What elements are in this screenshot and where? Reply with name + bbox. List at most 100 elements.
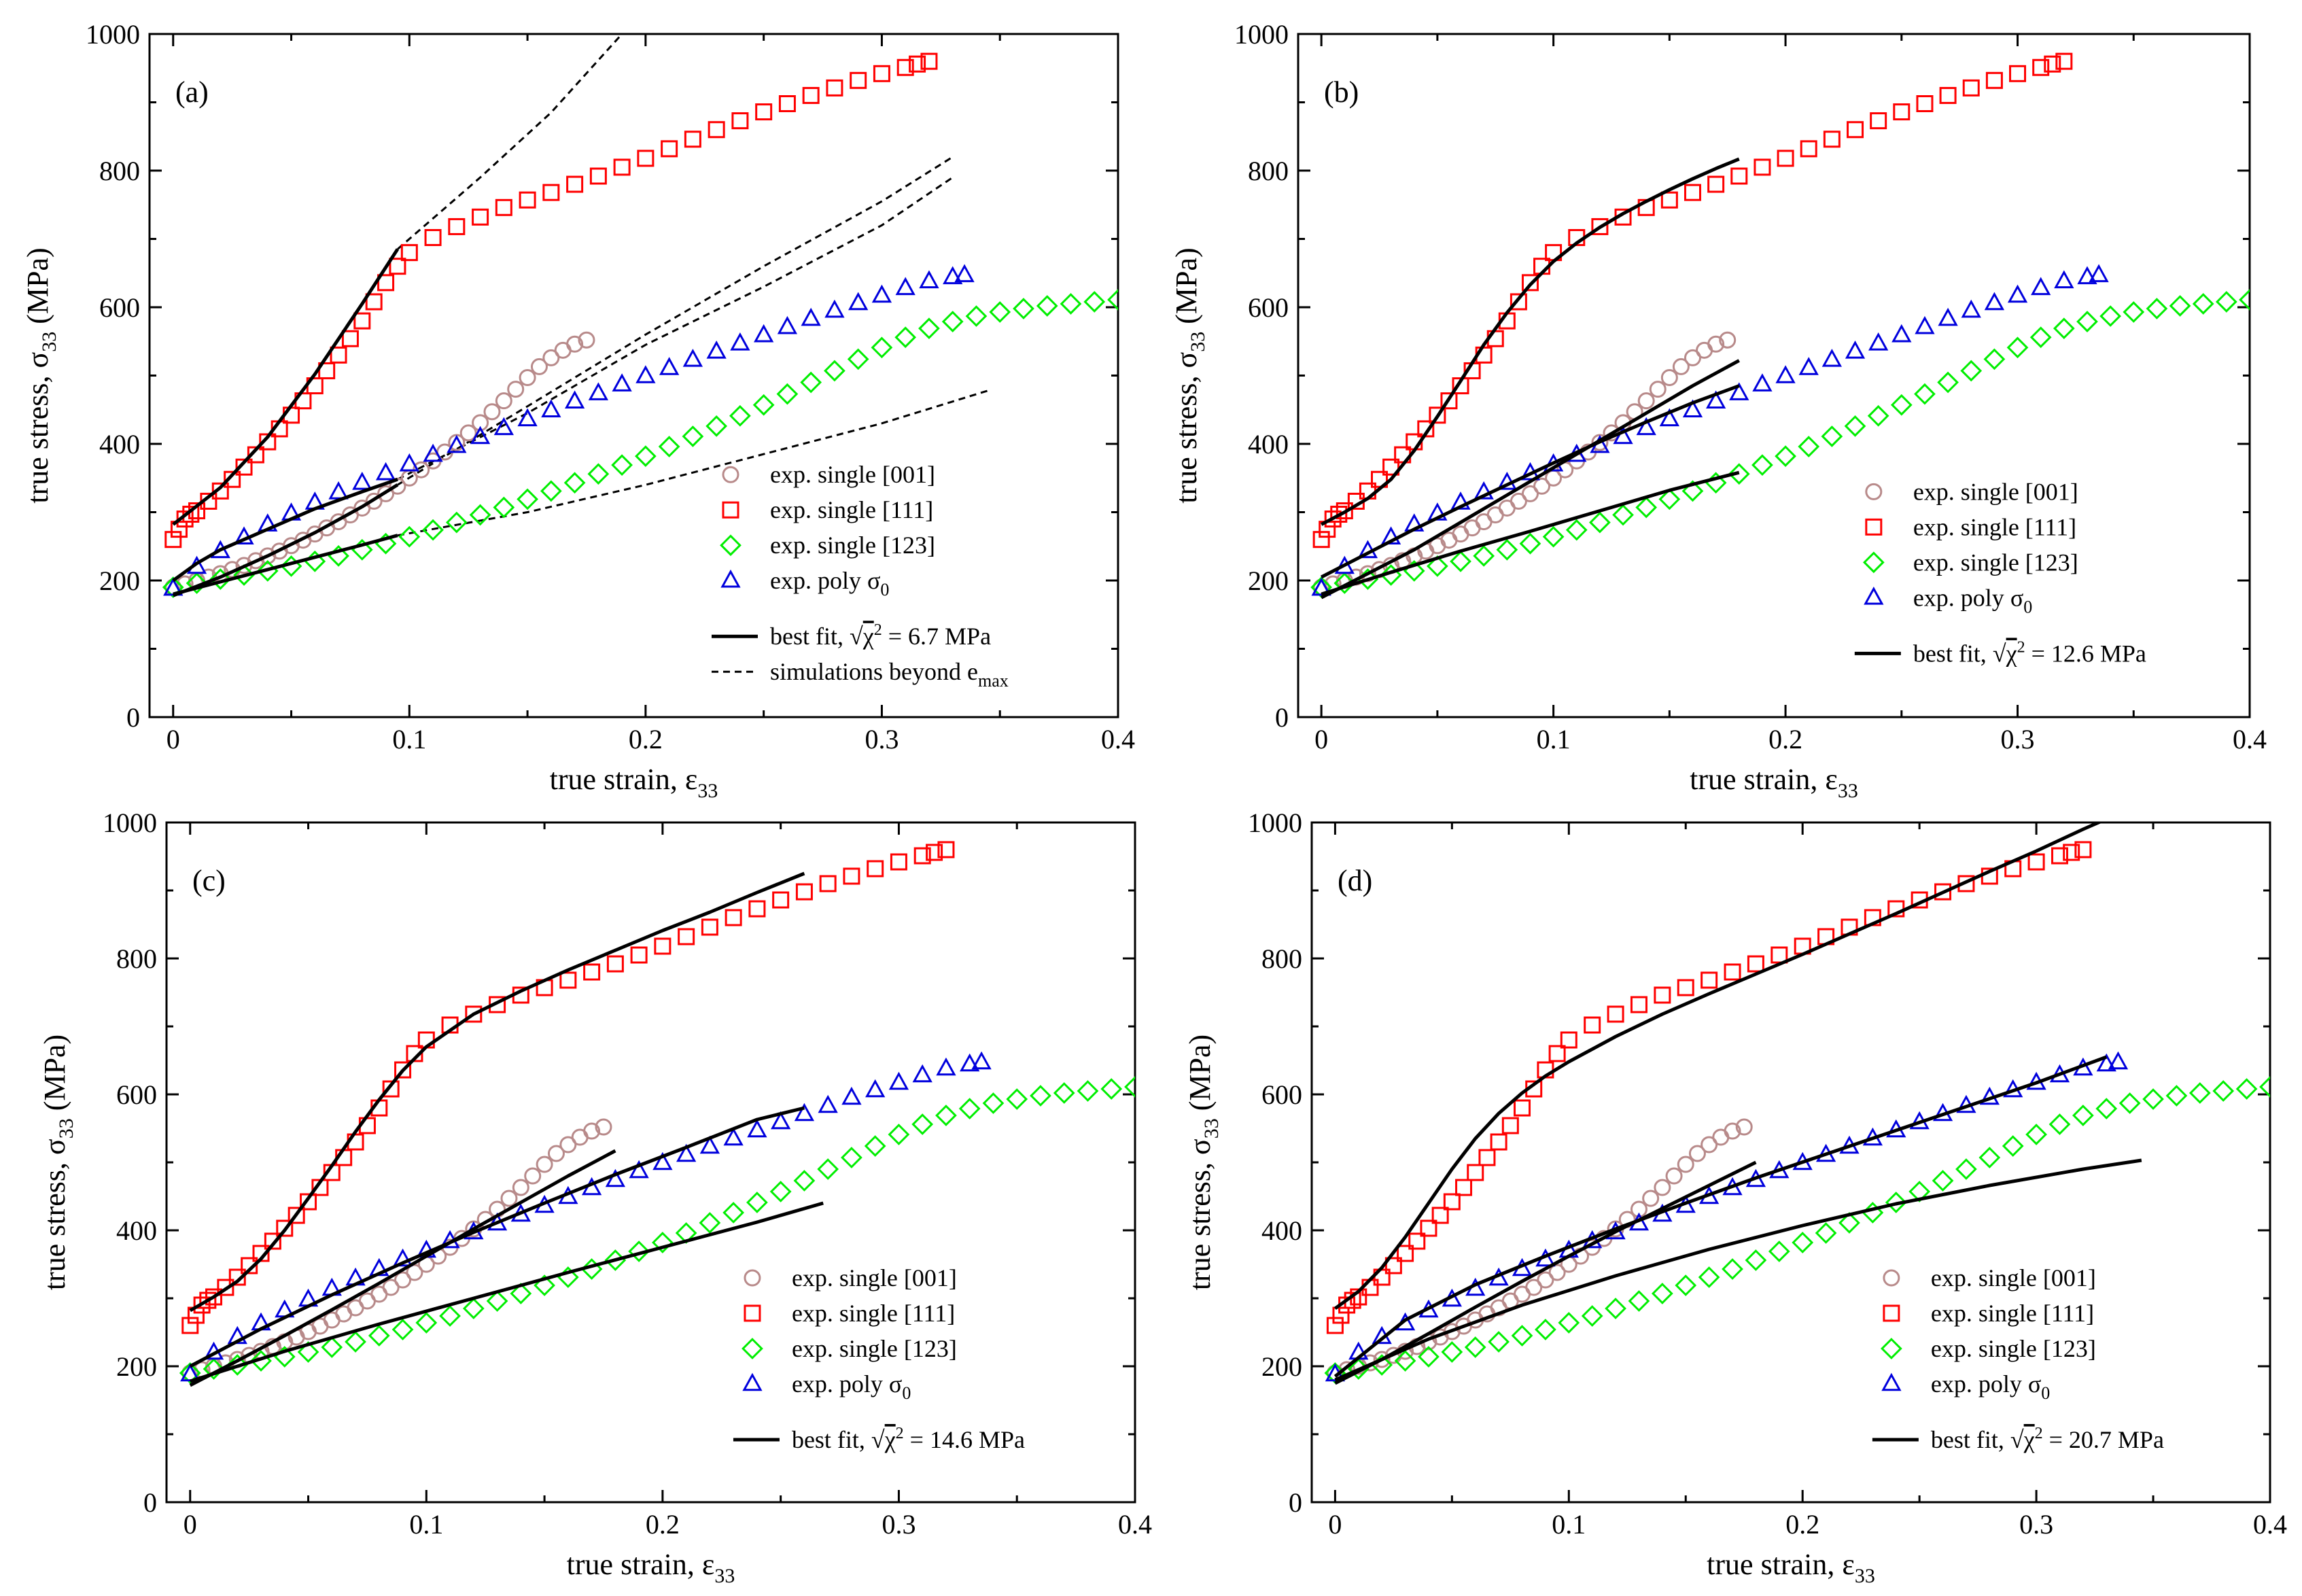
x-tick-label: 0 — [167, 724, 180, 754]
y-tick-label: 400 — [1248, 429, 1289, 459]
data-point-square — [1707, 175, 1725, 193]
data-point-square — [778, 95, 796, 113]
data-point-square — [1420, 1219, 1437, 1237]
data-point-triangle — [328, 481, 349, 500]
data-point-triangle — [1915, 315, 1935, 334]
x-tick-label: 0.1 — [409, 1509, 443, 1540]
y-axis-label: true stress, σ33 (MPa) — [21, 247, 60, 503]
data-point-square — [725, 909, 742, 926]
data-point-diamond — [439, 1305, 461, 1327]
data-point-square — [1962, 79, 1980, 97]
data-point-triangle — [2054, 270, 2074, 289]
x-tick-label: 0.4 — [1101, 724, 1135, 754]
data-point-circle — [1463, 519, 1481, 537]
data-point-square — [465, 1005, 483, 1023]
data-point-square — [802, 86, 820, 104]
data-point-triangle — [794, 1103, 815, 1122]
data-point-triangle — [493, 417, 514, 436]
data-point-triangle — [470, 426, 491, 445]
data-point-square — [909, 55, 926, 73]
fit-line — [172, 477, 398, 583]
y-tick-label: 1000 — [103, 808, 157, 838]
data-point-diamond — [462, 1298, 485, 1319]
legend-label: exp. single [123] — [1931, 1335, 2096, 1362]
data-point-diamond — [1728, 463, 1750, 485]
data-point-square — [389, 258, 406, 275]
data-point-square — [1514, 1099, 1531, 1117]
data-point-circle — [1672, 358, 1690, 375]
data-point-diamond — [705, 415, 728, 437]
data-point-diamond — [1464, 1336, 1486, 1358]
data-point-triangle — [912, 1064, 932, 1083]
data-point-square — [400, 244, 418, 262]
data-point-square — [795, 883, 813, 901]
x-tick-label: 0.1 — [392, 724, 426, 754]
data-point-triangle — [818, 1094, 838, 1113]
y-tick-label: 600 — [1248, 292, 1289, 323]
data-point-circle — [247, 552, 264, 570]
data-point-triangle — [1868, 332, 1889, 351]
y-tick-label: 600 — [116, 1079, 157, 1110]
data-point-diamond — [1107, 289, 1118, 311]
data-point-diamond — [517, 488, 538, 510]
data-point-diamond — [847, 348, 869, 370]
data-point-diamond — [1006, 1088, 1028, 1110]
data-point-circle — [1719, 331, 1737, 349]
data-point-circle — [1696, 341, 1713, 359]
data-point-square — [2063, 844, 2080, 861]
x-tick-label: 0.3 — [2019, 1509, 2053, 1540]
data-point-square — [217, 1279, 234, 1296]
data-point-diamond — [776, 383, 799, 405]
fit-line — [1333, 1055, 2108, 1378]
data-point-triangle — [352, 471, 372, 490]
data-point-triangle — [541, 399, 561, 418]
data-point-square — [377, 274, 395, 292]
data-point-triangle — [392, 1248, 413, 1267]
data-point-diamond — [1751, 454, 1773, 476]
data-point-triangle — [1821, 349, 1843, 367]
data-point-diamond — [1675, 1274, 1697, 1296]
data-point-diamond — [2048, 1113, 2071, 1135]
data-point-diamond — [1867, 404, 1889, 427]
data-point-diamond — [368, 1325, 390, 1347]
y-tick-label: 200 — [1248, 566, 1289, 596]
data-point-diamond — [1844, 415, 1866, 437]
data-point-diamond — [345, 1331, 366, 1353]
data-point-diamond — [682, 426, 704, 447]
data-point-square — [843, 867, 860, 885]
data-point-triangle — [1729, 382, 1749, 400]
legend-marker-triangle — [1864, 587, 1884, 605]
data-point-square — [300, 1193, 317, 1211]
legend-marker-diamond — [720, 534, 742, 557]
data-point-square — [1384, 1257, 1402, 1274]
fit-line — [1320, 157, 1740, 526]
data-point-diamond — [1519, 532, 1541, 555]
data-point-circle — [530, 358, 548, 375]
data-point-diamond — [1036, 295, 1058, 317]
data-point-circle — [1452, 525, 1469, 543]
data-point-diamond — [918, 317, 940, 340]
data-point-square — [2027, 853, 2045, 871]
panel-label: (b) — [1324, 75, 1359, 109]
data-point-square — [896, 58, 914, 76]
data-point-triangle — [895, 277, 915, 296]
y-tick-label: 0 — [1275, 702, 1289, 733]
data-point-square — [755, 103, 773, 121]
legend-fit-label: best fit, √χ2 = 6.7 MPa — [770, 621, 991, 650]
data-point-triangle — [747, 1119, 767, 1138]
data-point-square — [1584, 1016, 1601, 1034]
data-point-square — [1607, 1005, 1624, 1023]
data-point-diamond — [989, 301, 1011, 323]
data-point-square — [1408, 1232, 1426, 1250]
data-point-square — [199, 1291, 217, 1309]
data-point-diamond — [1511, 1325, 1533, 1347]
data-point-diamond — [888, 1124, 910, 1145]
data-point-diamond — [1100, 1078, 1123, 1100]
data-point-square — [1521, 274, 1539, 292]
x-tick-label: 0.1 — [1552, 1509, 1586, 1540]
legend-marker-triangle — [720, 569, 741, 588]
data-point-diamond — [2146, 298, 2168, 319]
legend-fit-label: best fit, √χ2 = 20.7 MPa — [1931, 1425, 2164, 1453]
x-tick-label: 0 — [184, 1509, 197, 1540]
fit-line — [1321, 470, 1740, 596]
